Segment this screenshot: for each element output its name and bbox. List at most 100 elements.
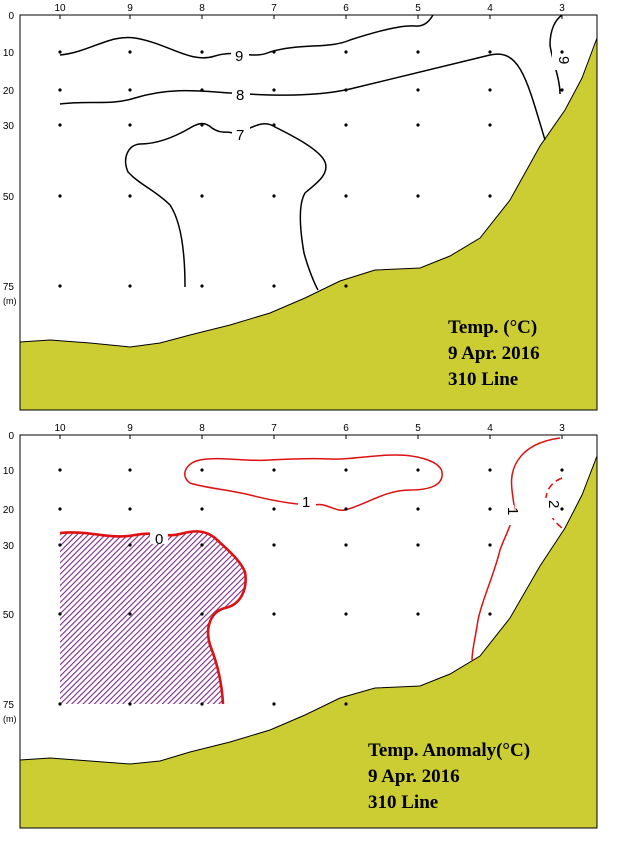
station-label: 3: [559, 3, 565, 14]
sample-point: [58, 612, 62, 616]
temperature-anomaly-panel: 1 0 1 2 10 9 8 7 6 5 4 3 0 10 20 30 50 75 (m) Temp. …: [3, 423, 598, 829]
panel-frame: [19, 434, 598, 829]
sample-point: [58, 194, 62, 198]
depth-label: 0: [8, 11, 14, 22]
contour-0-anomaly: [59, 530, 247, 705]
contour-1-right-anomaly: [471, 437, 561, 661]
contour-label-9-right: 9: [555, 56, 572, 64]
sample-point: [128, 50, 132, 54]
station-label: 7: [271, 423, 277, 434]
sample-point: [128, 123, 132, 127]
depth-label: 20: [3, 86, 15, 97]
sample-point: [344, 612, 348, 616]
station-label: 10: [54, 423, 66, 434]
sample-point: [488, 194, 492, 198]
sample-point: [344, 88, 348, 92]
sample-point: [128, 612, 132, 616]
contour-1-anomaly: [184, 454, 443, 511]
sample-point: [488, 543, 492, 547]
sample-point: [58, 50, 62, 54]
station-label: 8: [199, 3, 205, 14]
sample-point: [200, 702, 204, 706]
sample-point: [128, 284, 132, 288]
sample-point: [560, 50, 564, 54]
sample-point: [344, 468, 348, 472]
sample-point: [344, 123, 348, 127]
sample-point: [200, 284, 204, 288]
chart-title: Temp. (°C) 9 Apr. 2016 310 Line: [448, 317, 540, 390]
contour-label-9: 9: [235, 48, 243, 65]
sample-point: [200, 612, 204, 616]
contour-label-8: 8: [236, 87, 244, 104]
sample-point: [200, 50, 204, 54]
title-line-3: 310 Line: [368, 792, 438, 813]
depth-label: 50: [3, 192, 15, 203]
negative-anomaly-region: [60, 531, 246, 704]
sample-point: [416, 123, 420, 127]
temperature-panel: 9 8 7 9 10 9 8 7 6 5 4 3 0 10 20 30 50 75 (m) Temp. …: [3, 3, 598, 411]
depth-label: 0: [8, 431, 14, 442]
contour-label-7: 7: [236, 127, 244, 144]
contour-9-temp: [59, 14, 434, 59]
sample-point: [58, 543, 62, 547]
station-label: 7: [271, 3, 277, 14]
station-label: 6: [343, 3, 349, 14]
contour-9-right-temp: [549, 14, 563, 95]
sample-point: [58, 468, 62, 472]
depth-label: 10: [3, 466, 15, 477]
depth-unit: (m): [3, 714, 17, 724]
sample-point: [488, 50, 492, 54]
sample-point: [488, 123, 492, 127]
station-label: 9: [127, 3, 133, 14]
depth-label: 30: [3, 541, 15, 552]
sample-point: [344, 284, 348, 288]
sample-point: [416, 468, 420, 472]
title-line-2: 9 Apr. 2016: [368, 766, 460, 787]
sample-point: [488, 507, 492, 511]
sample-point: [58, 284, 62, 288]
sample-point: [58, 123, 62, 127]
panel-frame: [19, 14, 598, 411]
station-label: 4: [487, 423, 493, 434]
depth-axis: 0 10 20 30 50 75: [3, 11, 15, 293]
sample-point: [344, 543, 348, 547]
sample-point: [128, 507, 132, 511]
sample-point: [560, 468, 564, 472]
depth-label: 10: [3, 48, 15, 59]
sample-point: [272, 123, 276, 127]
station-label: 5: [415, 423, 421, 434]
station-label: 9: [127, 423, 133, 434]
contour-8-temp: [59, 53, 546, 141]
title-line-1: Temp. Anomaly(°C): [368, 740, 530, 761]
station-label: 6: [343, 423, 349, 434]
sample-point: [272, 194, 276, 198]
depth-axis: 0 10 20 30 50 75: [3, 431, 15, 711]
sample-point: [128, 88, 132, 92]
sample-point: [128, 543, 132, 547]
sample-point: [344, 50, 348, 54]
contour-label-1: 1: [302, 494, 310, 511]
sample-point: [344, 194, 348, 198]
contour-7-temp: [124, 122, 327, 291]
sample-point: [200, 543, 204, 547]
sample-point: [416, 507, 420, 511]
sample-points: [58, 468, 564, 706]
sample-point: [200, 88, 204, 92]
sample-point: [272, 88, 276, 92]
sample-point: [560, 88, 564, 92]
sample-point: [272, 543, 276, 547]
sample-point: [58, 702, 62, 706]
sample-point: [200, 507, 204, 511]
sample-point: [128, 194, 132, 198]
sample-point: [272, 50, 276, 54]
station-label: 5: [415, 3, 421, 14]
sample-point: [200, 468, 204, 472]
depth-label: 30: [3, 121, 15, 132]
depth-label: 20: [3, 505, 15, 516]
sample-point: [272, 507, 276, 511]
contour-label-0: 0: [155, 531, 163, 548]
chart-title: Temp. Anomaly(°C) 9 Apr. 2016 310 Line: [368, 740, 530, 813]
depth-label: 75: [3, 700, 15, 711]
title-line-3: 310 Line: [448, 369, 518, 390]
